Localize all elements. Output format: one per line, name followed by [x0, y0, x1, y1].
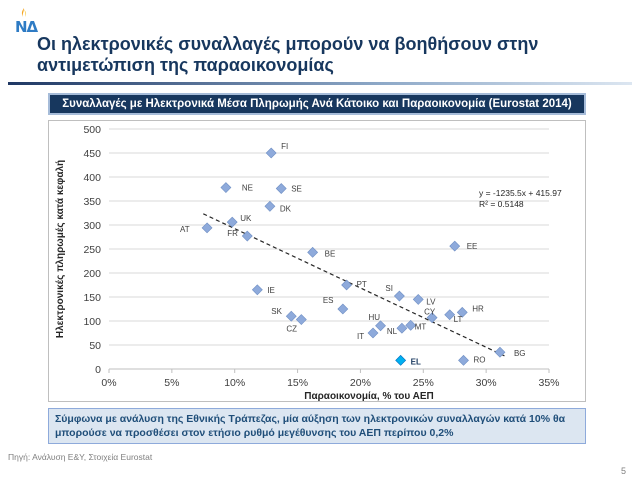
data-point-uk — [226, 216, 238, 228]
data-point-it — [367, 327, 379, 339]
data-point-dk — [264, 200, 276, 212]
scatter-chart: 0 50 100 150 200 250 300 350 400 450 500 0% 5% 10% 15%… — [55, 124, 562, 401]
y-tick-label: 100 — [83, 316, 101, 328]
point-label-hr: HR — [472, 304, 484, 313]
data-point-hu — [375, 320, 386, 332]
y-tick-label: 450 — [83, 148, 101, 160]
point-label-es: ES — [323, 296, 334, 305]
data-point-se — [275, 183, 287, 194]
point-label-dk: DK — [280, 204, 292, 213]
point-label-nl: NL — [387, 327, 398, 336]
data-point-ie — [251, 284, 263, 296]
data-point-pt — [341, 279, 353, 291]
point-label-be: BE — [325, 249, 336, 258]
y-tick-label: 500 — [83, 124, 101, 136]
data-point-fr — [241, 230, 253, 242]
y-tick-label: 150 — [83, 292, 101, 304]
data-point-at — [201, 222, 213, 234]
trendline-equation: y = -1235.5x + 415.97 — [479, 188, 562, 198]
point-label-pt: PT — [357, 280, 367, 289]
y-tick-label: 300 — [83, 220, 101, 232]
source-note: Πηγή: Ανάλυση E&Y, Στοιχεία Eurostat — [8, 452, 153, 462]
data-point-sk — [285, 310, 297, 322]
party-logo: ΝΔ — [6, 4, 38, 36]
data-point-cz — [295, 314, 307, 325]
point-label-se: SE — [291, 185, 302, 194]
y-tick-label: 350 — [83, 196, 101, 208]
point-label-fr: FR — [227, 229, 238, 238]
x-tick-label: 25% — [413, 377, 434, 389]
point-label-it: IT — [357, 332, 364, 341]
data-point-lv — [412, 293, 424, 305]
trendline-r-squared: R² = 0.5148 — [479, 199, 524, 209]
data-point-nl — [396, 322, 408, 334]
data-point-fi — [265, 147, 277, 159]
data-point-si — [393, 290, 405, 302]
point-label-lv: LV — [426, 297, 436, 306]
data-point-ro — [458, 354, 469, 366]
point-label-si: SI — [385, 284, 393, 293]
logo-text: ΝΔ — [15, 18, 38, 36]
point-label-sk: SK — [271, 307, 282, 316]
x-axis-label: Παραοικονομία, % του ΑΕΠ — [304, 391, 434, 401]
point-label-bg: BG — [514, 349, 526, 358]
point-label-ro: RO — [474, 355, 486, 364]
flame-icon — [21, 8, 27, 17]
point-label-ie: IE — [267, 286, 275, 295]
y-tick-label: 400 — [83, 172, 101, 184]
data-point-es — [337, 303, 349, 315]
chart-frame: 0 50 100 150 200 250 300 350 400 450 500 0% 5% 10% 15%… — [48, 120, 586, 402]
title-divider — [8, 82, 632, 85]
data-point-mt — [405, 319, 417, 331]
point-label-fi: FI — [281, 142, 288, 151]
data-point-bg — [494, 346, 506, 358]
x-tick-label: 20% — [350, 377, 371, 389]
page-number: 5 — [620, 466, 626, 476]
point-label-hu: HU — [369, 313, 381, 322]
data-point-el — [395, 354, 407, 366]
data-point-lt — [444, 309, 456, 321]
point-label-at: AT — [180, 225, 190, 234]
x-tick-label: 0% — [101, 377, 116, 389]
point-label-uk: UK — [240, 214, 252, 223]
data-point-ee — [449, 240, 461, 252]
y-tick-label: 250 — [83, 244, 101, 256]
x-tick-label: 30% — [476, 377, 497, 389]
data-point-cy — [426, 312, 438, 324]
point-label-ee: EE — [467, 242, 478, 251]
data-point-hr — [456, 306, 468, 318]
chart-title: Συναλλαγές με Ηλεκτρονικά Μέσα Πληρωμής … — [48, 93, 586, 115]
data-point-be — [307, 246, 319, 258]
point-label-ne: NE — [242, 184, 253, 193]
y-tick-label: 50 — [89, 340, 101, 352]
x-tick-label: 15% — [287, 377, 308, 389]
y-axis-label: Ηλεκτρονικές πληρωμές κατά κεφαλή — [55, 160, 66, 338]
data-point-ne — [220, 182, 232, 193]
point-label-mt: MT — [415, 322, 427, 331]
x-tick-label: 35% — [538, 377, 559, 389]
point-label-el: EL — [411, 357, 421, 366]
point-label-lt: LT — [454, 315, 463, 324]
slide-title: Οι ηλεκτρονικές συναλλαγές μπορούν να βο… — [37, 34, 539, 75]
x-tick-label: 5% — [164, 377, 179, 389]
note-box: Σύμφωνα με ανάλυση της Εθνικής Τράπεζας,… — [48, 408, 586, 444]
point-label-cy: CY — [424, 308, 436, 317]
y-tick-label: 0 — [95, 364, 101, 376]
x-tick-label: 10% — [224, 377, 245, 389]
point-label-cz: CZ — [286, 325, 297, 334]
y-tick-label: 200 — [83, 268, 101, 280]
